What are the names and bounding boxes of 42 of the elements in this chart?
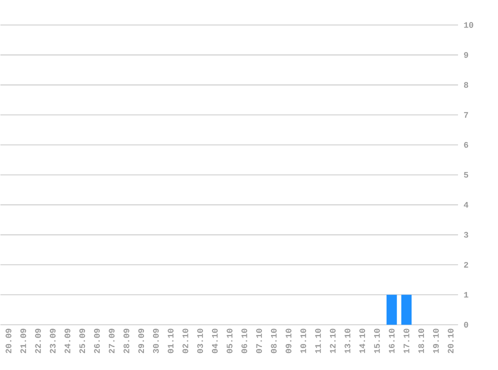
y-tick-label: 8 — [464, 82, 468, 88]
x-tick-label: 08.10 — [270, 328, 277, 354]
x-tick-label: 09.10 — [286, 328, 292, 354]
x-tick-label: 24.09 — [64, 328, 70, 354]
x-tick-label: 10.10 — [300, 328, 306, 354]
x-tick-label: 14.10 — [359, 328, 366, 354]
y-tick-label: 6 — [464, 142, 468, 148]
x-tick-label: 23.09 — [50, 328, 56, 354]
y-tick-label: 3 — [464, 232, 468, 238]
x-tick-label: 05.10 — [226, 328, 232, 354]
x-tick-label: 11.10 — [315, 328, 321, 354]
x-tick-label: 30.09 — [153, 328, 159, 354]
x-tick-label: 19.10 — [433, 328, 439, 354]
y-tick-label: 2 — [464, 262, 468, 268]
x-tick-label: 22.09 — [35, 328, 41, 354]
x-tick-label: 04.10 — [212, 328, 218, 354]
x-tick-label: 28.09 — [124, 328, 130, 354]
y-tick-label: 9 — [464, 52, 468, 58]
x-tick-label: 25.09 — [79, 328, 86, 354]
x-tick-label: 18.10 — [418, 328, 424, 354]
y-tick-label: 0 — [464, 322, 468, 328]
x-tick-label: 15.10 — [374, 328, 380, 354]
y-tick-label: 5 — [464, 172, 468, 178]
x-tick-label: 13.10 — [344, 328, 350, 354]
x-tick-label: 02.10 — [182, 328, 188, 354]
x-tick-label: 29.09 — [138, 328, 144, 354]
x-tick-label: 12.10 — [330, 328, 336, 354]
x-tick-label: 17.10 — [404, 328, 410, 354]
y-tick-label: 7 — [464, 112, 468, 118]
x-tick-label: 01.10 — [168, 328, 174, 354]
x-tick-label: 20.09 — [6, 328, 12, 354]
x-tick-label: 20.10 — [448, 328, 454, 354]
y-tick-label: 4 — [464, 202, 468, 208]
y-tick-label: 10 — [464, 22, 474, 28]
x-tick-label: 26.09 — [94, 328, 100, 354]
x-tick-label: 21.09 — [20, 328, 26, 354]
y-tick-label: 1 — [464, 292, 468, 298]
x-tick-label: 07.10 — [256, 328, 262, 354]
x-tick-label: 06.10 — [241, 328, 248, 354]
x-tick-label: 16.10 — [388, 328, 395, 354]
x-tick-label: 27.09 — [108, 328, 115, 354]
x-tick-label: 03.10 — [197, 328, 203, 354]
